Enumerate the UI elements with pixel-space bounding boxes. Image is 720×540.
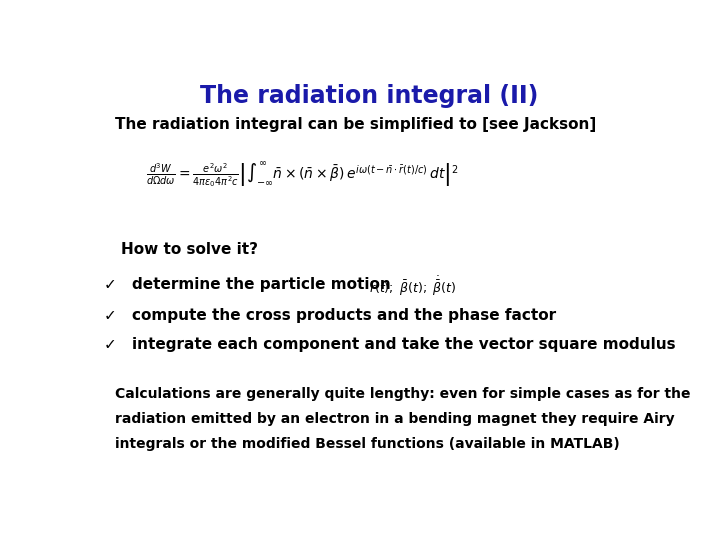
- Text: $\frac{d^3W}{d\Omega d\omega} = \frac{e^2\omega^2}{4\pi\varepsilon_0 4\pi^2 c} \: $\frac{d^3W}{d\Omega d\omega} = \frac{e^…: [145, 160, 459, 190]
- Text: $\bar{r}(t);\ \bar{\beta}(t);\ \dot{\bar{\beta}}(t)$: $\bar{r}(t);\ \bar{\beta}(t);\ \dot{\bar…: [369, 275, 456, 298]
- Text: integrate each component and take the vector square modulus: integrate each component and take the ve…: [132, 337, 675, 352]
- Text: Calculations are generally quite lengthy: even for simple cases as for the: Calculations are generally quite lengthy…: [115, 387, 690, 401]
- Text: radiation emitted by an electron in a bending magnet they require Airy: radiation emitted by an electron in a be…: [115, 412, 675, 426]
- Text: The radiation integral (II): The radiation integral (II): [200, 84, 538, 107]
- Text: compute the cross products and the phase factor: compute the cross products and the phase…: [132, 308, 556, 323]
- Text: determine the particle motion: determine the particle motion: [132, 277, 391, 292]
- Text: integrals or the modified Bessel functions (available in MATLAB): integrals or the modified Bessel functio…: [115, 437, 620, 451]
- Text: How to solve it?: How to solve it?: [121, 241, 258, 256]
- Text: ✓: ✓: [104, 277, 117, 292]
- Text: The radiation integral can be simplified to [see Jackson]: The radiation integral can be simplified…: [115, 117, 596, 132]
- Text: ✓: ✓: [104, 337, 117, 352]
- Text: ✓: ✓: [104, 308, 117, 323]
